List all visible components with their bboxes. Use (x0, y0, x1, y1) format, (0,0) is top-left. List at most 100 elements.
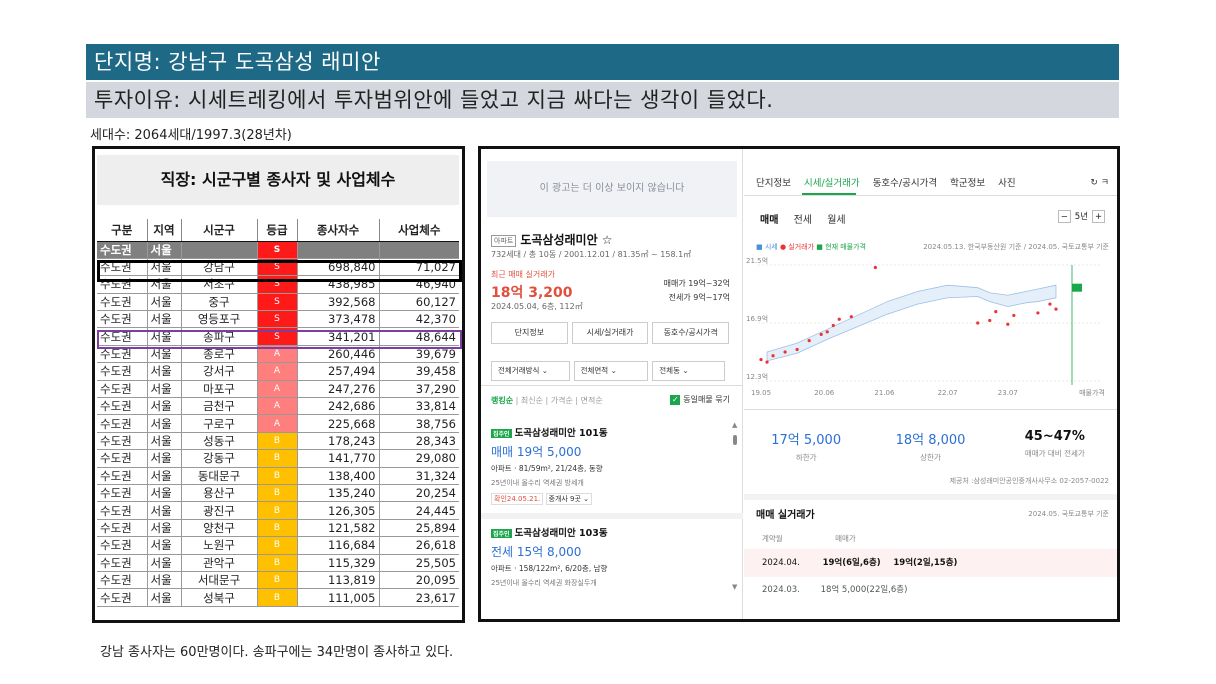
table-cell: 금천구 (181, 397, 258, 416)
recent-deal-label: 최근 매매 실거래가 (491, 270, 555, 279)
owner-badge: 집주인 (491, 529, 512, 538)
period-stepper[interactable]: −5년 + (1057, 210, 1105, 224)
scroll-up-icon[interactable]: ▲ (732, 421, 738, 429)
table-cell: 수도권 (97, 588, 148, 607)
building-select[interactable]: 전체동 ⌄ (652, 361, 725, 381)
table-cell: 48,644 (379, 327, 459, 346)
tab-school[interactable]: 학군정보 (950, 178, 986, 189)
table-header: 시군구 (181, 219, 258, 242)
table-cell: A (257, 362, 298, 381)
table-cell (379, 241, 459, 259)
table-cell: 39,679 (379, 345, 459, 364)
col-price: 매매가 (835, 534, 856, 543)
complex-info-button[interactable]: 단지정보 (491, 322, 568, 344)
tab-photo[interactable]: 사진 (998, 178, 1016, 189)
tab-price[interactable]: 시세/실거래가 (804, 178, 860, 189)
listing-item[interactable]: 집주인 도곡삼성래미안 101동 매매 19억 5,000 아파트 · 81/59… (491, 425, 731, 505)
table-cell (181, 241, 258, 259)
table-cell: 동대문구 (181, 467, 258, 485)
table-header: 지역 (147, 219, 182, 242)
table-cell: 수도권 (97, 449, 148, 468)
area-select[interactable]: 전체면적 ⌄ (573, 361, 649, 381)
apt-type-badge: 아파트 (491, 234, 517, 247)
sort-price[interactable]: 가격순 (550, 396, 573, 405)
table-cell: B (257, 536, 298, 555)
table-cell: 서울 (147, 554, 182, 572)
period-value: 5년 (1074, 212, 1088, 222)
table-row: 수도권 서울 중구 S 392,568 60,127 (97, 293, 459, 312)
chart-legend: ■ 시세 ● 실거래가 ■ 현재 매물가격 (756, 242, 866, 252)
scroll-thumb[interactable] (733, 435, 737, 445)
table-cell: 강동구 (181, 449, 258, 468)
listing-scrollbar[interactable]: ▲ ▼ (732, 421, 738, 591)
deal-month: 2024.03. (762, 585, 800, 595)
listing-tags: 25년이내 올수리 역세권 화장실두개 (491, 579, 597, 587)
deal-point (849, 315, 853, 319)
table-cell: 25,894 (379, 519, 459, 538)
agent-count-button[interactable]: 중개사 9곳 ⌄ (545, 493, 593, 505)
refresh-icon[interactable]: ↻ ㅋ (1090, 178, 1109, 188)
table-cell: 수도권 (97, 501, 148, 520)
table-cell: 서울 (147, 467, 182, 485)
table-cell: 서울 (147, 501, 182, 520)
sort-latest[interactable]: 최신순 (520, 396, 543, 405)
table-cell: 수도권 (97, 397, 148, 416)
y-tick-label: 21.5억 (746, 257, 768, 265)
table-cell: 구로구 (181, 414, 258, 433)
table-cell: 60,127 (379, 293, 459, 312)
minus-icon[interactable]: − (1057, 210, 1071, 223)
checkbox-checked-icon: ✓ (670, 394, 681, 405)
table-cell: 서울 (147, 310, 182, 329)
subtab-jeonse[interactable]: 전세 (793, 215, 812, 226)
table-cell: B (257, 554, 298, 572)
tab-complex-info[interactable]: 단지정보 (756, 178, 791, 189)
filter-row: 전체거래방식 ⌄ 전체면적 ⌄ 전체동 ⌄ (491, 361, 729, 381)
table-cell: S (257, 327, 298, 346)
divider (481, 513, 743, 519)
subtab-monthly[interactable]: 월세 (827, 215, 846, 226)
listing-tags: 25년이내 올수리 역세권 방세개 (491, 479, 584, 487)
deal-row: 2024.04. 19억(6일,6층) 19억(2일,15층) (744, 549, 1117, 577)
listing-spec: 아파트 · 158/122m², 6/20층, 남향 (491, 564, 608, 573)
subtab-sale[interactable]: 매매 (760, 215, 779, 226)
sort-area[interactable]: 면적순 (580, 396, 603, 405)
same-listing-toggle[interactable]: ✓ 동일매물 묶기 (670, 394, 730, 405)
table-row: 수도권 서울 노원구 B 116,684 26,618 (97, 536, 459, 555)
price-button[interactable]: 시세/실거래가 (571, 322, 649, 344)
table-cell: S (257, 310, 298, 329)
ad-banner[interactable]: 이 광고는 더 이상 보이지 않습니다 (487, 161, 737, 217)
table-cell: B (257, 467, 298, 485)
table-cell: 종로구 (181, 345, 258, 364)
table-cell: 37,290 (379, 380, 459, 399)
deal-point (994, 310, 998, 314)
table-cell: 서울 (147, 571, 182, 590)
listing-title: 집주인 도곡삼성래미안 101동 (491, 425, 731, 439)
legend-current: ■ 현재 매물가격 (816, 243, 867, 251)
deal-point (759, 357, 763, 362)
deal-type-select[interactable]: 전체거래방식 ⌄ (491, 361, 570, 381)
table-cell: 서울 (147, 327, 182, 346)
table-subheader: 수도권 서울 S (97, 241, 459, 259)
table-cell: 242,686 (297, 397, 380, 416)
table-cell: 260,446 (297, 345, 380, 364)
table-cell: A (257, 414, 298, 433)
stat-ratio-value: 45~47% (1024, 429, 1085, 444)
same-listing-label: 동일매물 묶기 (683, 395, 730, 404)
apt-buttons: 단지정보 시세/실거래가 동호수/공시가격 (491, 322, 730, 344)
gangnam-highlight-box (97, 260, 462, 282)
sort-ranking[interactable]: 랭킹순 (491, 396, 514, 405)
plus-icon[interactable]: + (1092, 210, 1105, 223)
scroll-down-icon[interactable]: ▼ (732, 583, 738, 591)
table-cell: 126,305 (297, 501, 380, 520)
deal-point (988, 318, 992, 323)
divider (744, 494, 1117, 500)
deals-title: 매매 실거래가 (756, 510, 815, 521)
apt-info: 732세대 / 총 10동 / 2001.12.01 / 81.35㎡ ~ 15… (491, 250, 692, 259)
unit-price-button[interactable]: 동호수/공시가격 (652, 322, 730, 344)
tab-unit-price[interactable]: 동호수/공시가격 (872, 178, 938, 189)
apt-name: 아파트 도곡삼성래미안 ☆ (491, 231, 613, 248)
deal-price-1: 19억(6일,6층) (822, 558, 881, 568)
listing-item[interactable]: 집주인 도곡삼성래미안 103동 전세 15억 8,000 아파트 · 158/1… (491, 525, 731, 588)
divider (744, 195, 1117, 196)
table-cell: 20,254 (379, 484, 459, 503)
